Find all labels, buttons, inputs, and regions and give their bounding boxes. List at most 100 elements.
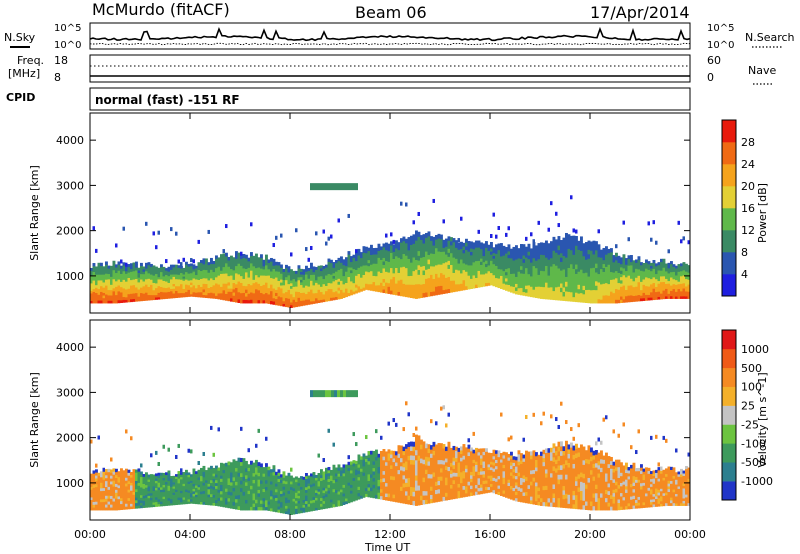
power-cells-cell [145,281,148,285]
power-cells-cell [595,250,598,255]
vel-cells-cell [195,487,198,491]
vel-cells-cell [332,470,336,475]
power-cells-cell [342,262,346,266]
power-cells-cell [642,281,646,285]
vel-cells-cell [145,477,148,481]
power-cells-cell [162,289,166,293]
power-cells-cell [675,279,678,283]
power-cells-cell [612,268,616,273]
power-cells-cell [162,294,166,297]
vel-cells-cell [252,476,256,480]
power-cells-cell [102,287,106,291]
power-cells-cell [652,291,656,295]
vel-cells-cell [230,485,233,489]
vel-cells-cell [247,496,251,501]
power-cells-cell [302,302,306,306]
vel-cells-cell [117,479,121,483]
power-cells-cell [257,276,261,281]
power-cells-cell [370,280,373,285]
power-cells-cell [212,290,216,294]
power-cells-cell [145,268,148,272]
vel-cells-cell [320,489,323,493]
power-cells-cell [287,298,291,302]
power-cells-cell [370,264,373,268]
power-cells-cell [515,255,518,260]
power-cells-cell [415,230,418,236]
vel-cells-cell [120,488,123,493]
vel-cells-cell [197,489,201,493]
power-cells-cell [302,271,306,275]
vel-cells-cell [127,469,131,473]
power-cells-cell [527,266,531,271]
power-cells-cell [160,286,163,290]
power-cells-cell [602,275,606,280]
power-cells-cell [152,289,156,293]
power-cells-cell [580,264,583,270]
power-cells-cell [120,276,123,280]
power-cells-cell [205,261,208,265]
vel-cells-cell [295,505,298,509]
vel-cells-cell [147,502,151,506]
power-cells-cell [505,232,508,237]
power-cells-cell [445,250,448,255]
vel-cells-cell [195,499,198,502]
vel-cells-cell [180,490,183,494]
power-cells-cell [230,275,233,279]
power-cells-cell [280,264,283,268]
power-cells-cell [102,300,106,304]
power-cells-cell [497,243,501,248]
power-cells-cell [395,271,398,276]
power-cells-cell [662,270,666,274]
power-cells-cell [590,241,593,247]
vel-cells-cell [280,479,283,483]
power-cells-cell [462,286,466,291]
power-cells-cell [210,278,213,282]
vel-cells-cell [247,467,251,472]
power-cells-cell [327,236,330,241]
power-cells-cell [355,266,358,270]
power-cells-cell [272,288,276,292]
power-cells-cell [567,238,571,245]
power-cells-cell [540,254,543,259]
power-cells-cell [232,269,236,274]
vel-cells-cell [115,471,118,476]
vel-cells-cell [112,480,116,484]
vel-cells-cell [247,483,251,488]
power-cells-cell [682,295,686,299]
vel-cells-cell [197,486,201,490]
power-cells-cell [117,273,121,277]
power-cells-cell [97,274,101,278]
power-cells-cell [502,283,506,287]
power-cells-cell [247,286,251,291]
vel-cells-cell [225,469,228,473]
power-cells-cell [527,273,531,278]
power-cells-cell [207,280,211,283]
vel-cells-cell [260,480,263,484]
power-cells-cell [420,261,423,267]
vel-cells-cell [110,495,113,499]
vel-cells-cell [200,496,203,500]
power-cells-cell [307,257,310,262]
power-cells-cell [410,275,413,281]
power-cells-cell [452,253,456,258]
power-cells-cell [272,294,276,299]
power-cells-cell [262,299,266,304]
vel-cells-cell [250,467,253,472]
power-cells-cell [240,292,243,297]
vel-cells-cell [325,476,328,480]
power-cells-cell [650,273,653,277]
vel-cells-cell [245,488,248,493]
power-cells-cell [292,276,296,280]
power-cells-cell [330,274,333,278]
power-cells-cell [535,256,538,261]
power-cells-cell [392,258,396,263]
vel-cells-cell [192,488,196,492]
power-cells-cell [500,265,503,270]
power-cells-cell [145,286,148,291]
vel-cells-cell [245,503,248,507]
power-cells-cell [660,270,663,274]
power-cells-cell [377,284,381,289]
power-cells-cell [280,285,283,289]
power-cells-cell [545,257,548,262]
power-cells-cell [400,262,403,268]
